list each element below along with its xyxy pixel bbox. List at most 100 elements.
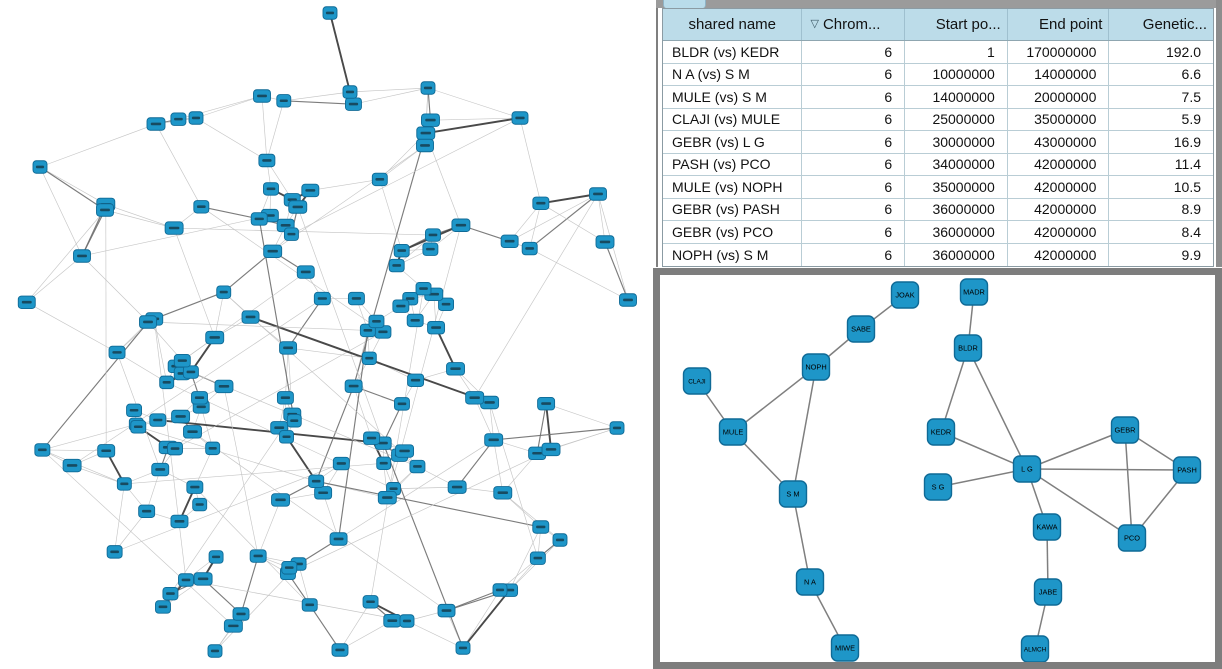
overview-edge[interactable] (192, 431, 447, 611)
overview-node[interactable] (529, 551, 546, 565)
overview-node[interactable] (34, 443, 51, 457)
overview-edge[interactable] (240, 555, 259, 615)
overview-edge[interactable] (174, 227, 433, 236)
overview-edge[interactable] (329, 12, 351, 93)
cell-end-point[interactable]: 170000000 (1008, 41, 1110, 63)
overview-edge[interactable] (502, 492, 561, 541)
overview-node[interactable] (595, 235, 615, 249)
table-row[interactable]: PASH (vs) PCO 6 34000000 42000000 11.4 (663, 153, 1213, 176)
network-node-almch[interactable]: ALMCH (1020, 635, 1050, 662)
network-node-sabe[interactable]: SABE (846, 315, 876, 343)
overview-node[interactable] (170, 514, 189, 529)
overview-node[interactable] (276, 94, 292, 108)
scrollbar-fragment[interactable] (663, 0, 706, 8)
cell-end-point[interactable]: 42000000 (1008, 153, 1110, 175)
overview-edge[interactable] (26, 301, 118, 353)
table-row[interactable]: GEBR (vs) L G 6 30000000 43000000 16.9 (663, 131, 1213, 154)
cell-chromosome[interactable]: 6 (802, 41, 906, 63)
overview-node[interactable] (170, 112, 187, 126)
overview-node[interactable] (420, 81, 436, 95)
overview-edge[interactable] (185, 579, 408, 622)
cell-genetic-distance[interactable]: 8.4 (1181, 223, 1202, 240)
overview-node[interactable] (164, 221, 184, 235)
overview-edge[interactable] (322, 492, 339, 540)
cell-genetic-distance[interactable]: 8.9 (1181, 201, 1202, 218)
overview-edge[interactable] (81, 255, 149, 323)
cell-shared-name[interactable]: N A (vs) S M (663, 63, 803, 85)
cell-start-position[interactable]: 25000000 (905, 108, 1008, 130)
overview-node[interactable] (329, 532, 348, 546)
table-row[interactable]: MULE (vs) NOPH 6 35000000 42000000 10.5 (663, 176, 1213, 199)
network-node-joak[interactable]: JOAK (890, 281, 920, 309)
network-node-bldr[interactable]: BLDR (953, 334, 983, 362)
overview-node[interactable] (500, 234, 519, 249)
overview-edge[interactable] (546, 403, 618, 429)
overview-edge[interactable] (474, 397, 494, 441)
overview-node[interactable] (263, 182, 279, 196)
overview-node[interactable] (383, 614, 402, 628)
overview-node[interactable] (528, 446, 547, 461)
cell-start-position[interactable]: 36000000 (905, 198, 1008, 220)
overview-node[interactable] (146, 117, 166, 131)
overlap-edge-LG-PASH[interactable] (1026, 468, 1188, 471)
overview-edge[interactable] (42, 449, 107, 452)
overview-edge[interactable] (287, 298, 323, 349)
overview-edge[interactable] (154, 291, 224, 320)
cell-end-point[interactable]: 42000000 (1008, 243, 1110, 266)
cell-chromosome[interactable]: 6 (802, 176, 906, 198)
overview-node[interactable] (407, 373, 425, 387)
cell-genetic-distance[interactable]: 7.5 (1181, 88, 1202, 105)
overview-node[interactable] (368, 314, 385, 329)
overview-edge[interactable] (529, 248, 629, 301)
overlap-edge-LG-PCO[interactable] (1026, 468, 1133, 539)
overview-node[interactable] (73, 249, 91, 263)
cell-start-position[interactable]: 36000000 (905, 243, 1008, 266)
overview-edge[interactable] (462, 589, 511, 649)
overview-edge[interactable] (214, 292, 225, 338)
overview-node[interactable] (438, 297, 455, 311)
overview-edge[interactable] (81, 209, 106, 257)
overview-node[interactable] (589, 187, 607, 201)
overview-node[interactable] (173, 354, 191, 368)
overview-node[interactable] (308, 474, 325, 488)
overview-edge[interactable] (42, 449, 125, 485)
overview-node[interactable] (106, 545, 123, 559)
cell-genetic-distance[interactable]: 9.9 (1181, 246, 1202, 263)
overview-node[interactable] (493, 486, 513, 500)
column-header-start-position[interactable]: Start po... (905, 9, 1008, 40)
table-row[interactable]: N A (vs) S M 6 10000000 14000000 6.6 (663, 63, 1213, 86)
network-node-sg[interactable]: S G (923, 473, 953, 501)
cell-chromosome[interactable]: 6 (802, 198, 906, 220)
overview-node[interactable] (447, 480, 467, 494)
overview-node[interactable] (193, 572, 213, 586)
overview-edge[interactable] (153, 318, 168, 383)
overview-node[interactable] (208, 550, 224, 564)
cell-start-position[interactable]: 35000000 (905, 176, 1008, 198)
overview-node[interactable] (183, 425, 202, 439)
overview-edge[interactable] (338, 439, 494, 540)
overview-node[interactable] (62, 458, 82, 473)
overview-node[interactable] (281, 561, 298, 575)
overview-edge[interactable] (261, 95, 268, 161)
overview-node[interactable] (416, 126, 436, 140)
overview-node[interactable] (205, 441, 221, 456)
overview-edge[interactable] (81, 215, 270, 257)
overview-node[interactable] (484, 433, 504, 447)
overview-node[interactable] (116, 477, 132, 491)
overview-edge[interactable] (223, 386, 259, 557)
cell-chromosome[interactable]: 6 (802, 63, 906, 85)
network-node-pash[interactable]: PASH (1172, 456, 1202, 484)
cell-end-point[interactable]: 42000000 (1008, 221, 1110, 243)
overview-node[interactable] (345, 97, 362, 111)
overview-edge[interactable] (509, 539, 561, 591)
overview-edge[interactable] (39, 166, 83, 257)
overview-node[interactable] (492, 583, 508, 597)
network-node-mule[interactable]: MULE (718, 418, 748, 446)
overview-node[interactable] (314, 486, 333, 500)
cell-genetic-distance[interactable]: 16.9 (1173, 133, 1202, 150)
overlap-edge-GEBR-PCO[interactable] (1124, 429, 1133, 539)
cell-shared-name[interactable]: CLAJI (vs) MULE (663, 108, 803, 130)
cell-chromosome[interactable]: 6 (802, 221, 906, 243)
overview-node[interactable] (342, 85, 358, 99)
overview-node[interactable] (151, 462, 170, 477)
